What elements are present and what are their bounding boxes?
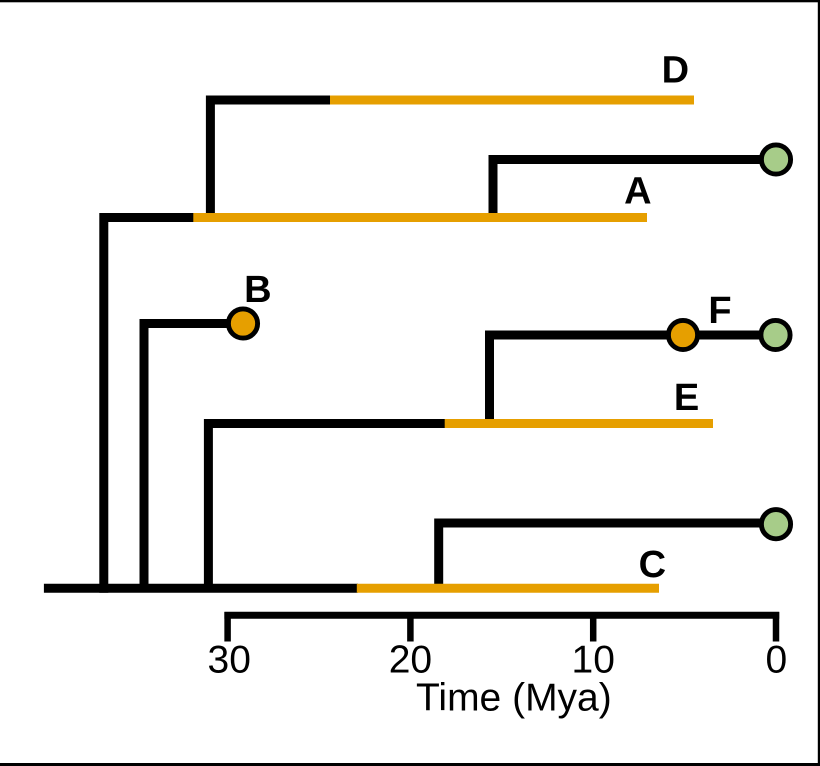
- svg-text:10: 10: [572, 639, 615, 682]
- svg-text:20: 20: [389, 639, 432, 682]
- svg-text:D: D: [662, 50, 689, 92]
- svg-text:30: 30: [208, 639, 251, 682]
- svg-text:C: C: [639, 544, 666, 586]
- svg-text:Time (Mya): Time (Mya): [416, 677, 612, 720]
- svg-text:F: F: [708, 290, 731, 332]
- svg-text:0: 0: [766, 639, 788, 682]
- svg-text:A: A: [624, 171, 651, 213]
- svg-text:B: B: [244, 269, 271, 311]
- svg-text:E: E: [674, 377, 699, 419]
